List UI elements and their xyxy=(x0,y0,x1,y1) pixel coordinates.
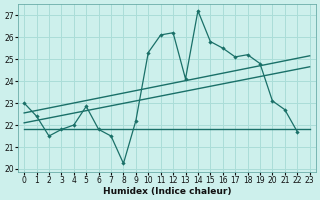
X-axis label: Humidex (Indice chaleur): Humidex (Indice chaleur) xyxy=(103,187,231,196)
